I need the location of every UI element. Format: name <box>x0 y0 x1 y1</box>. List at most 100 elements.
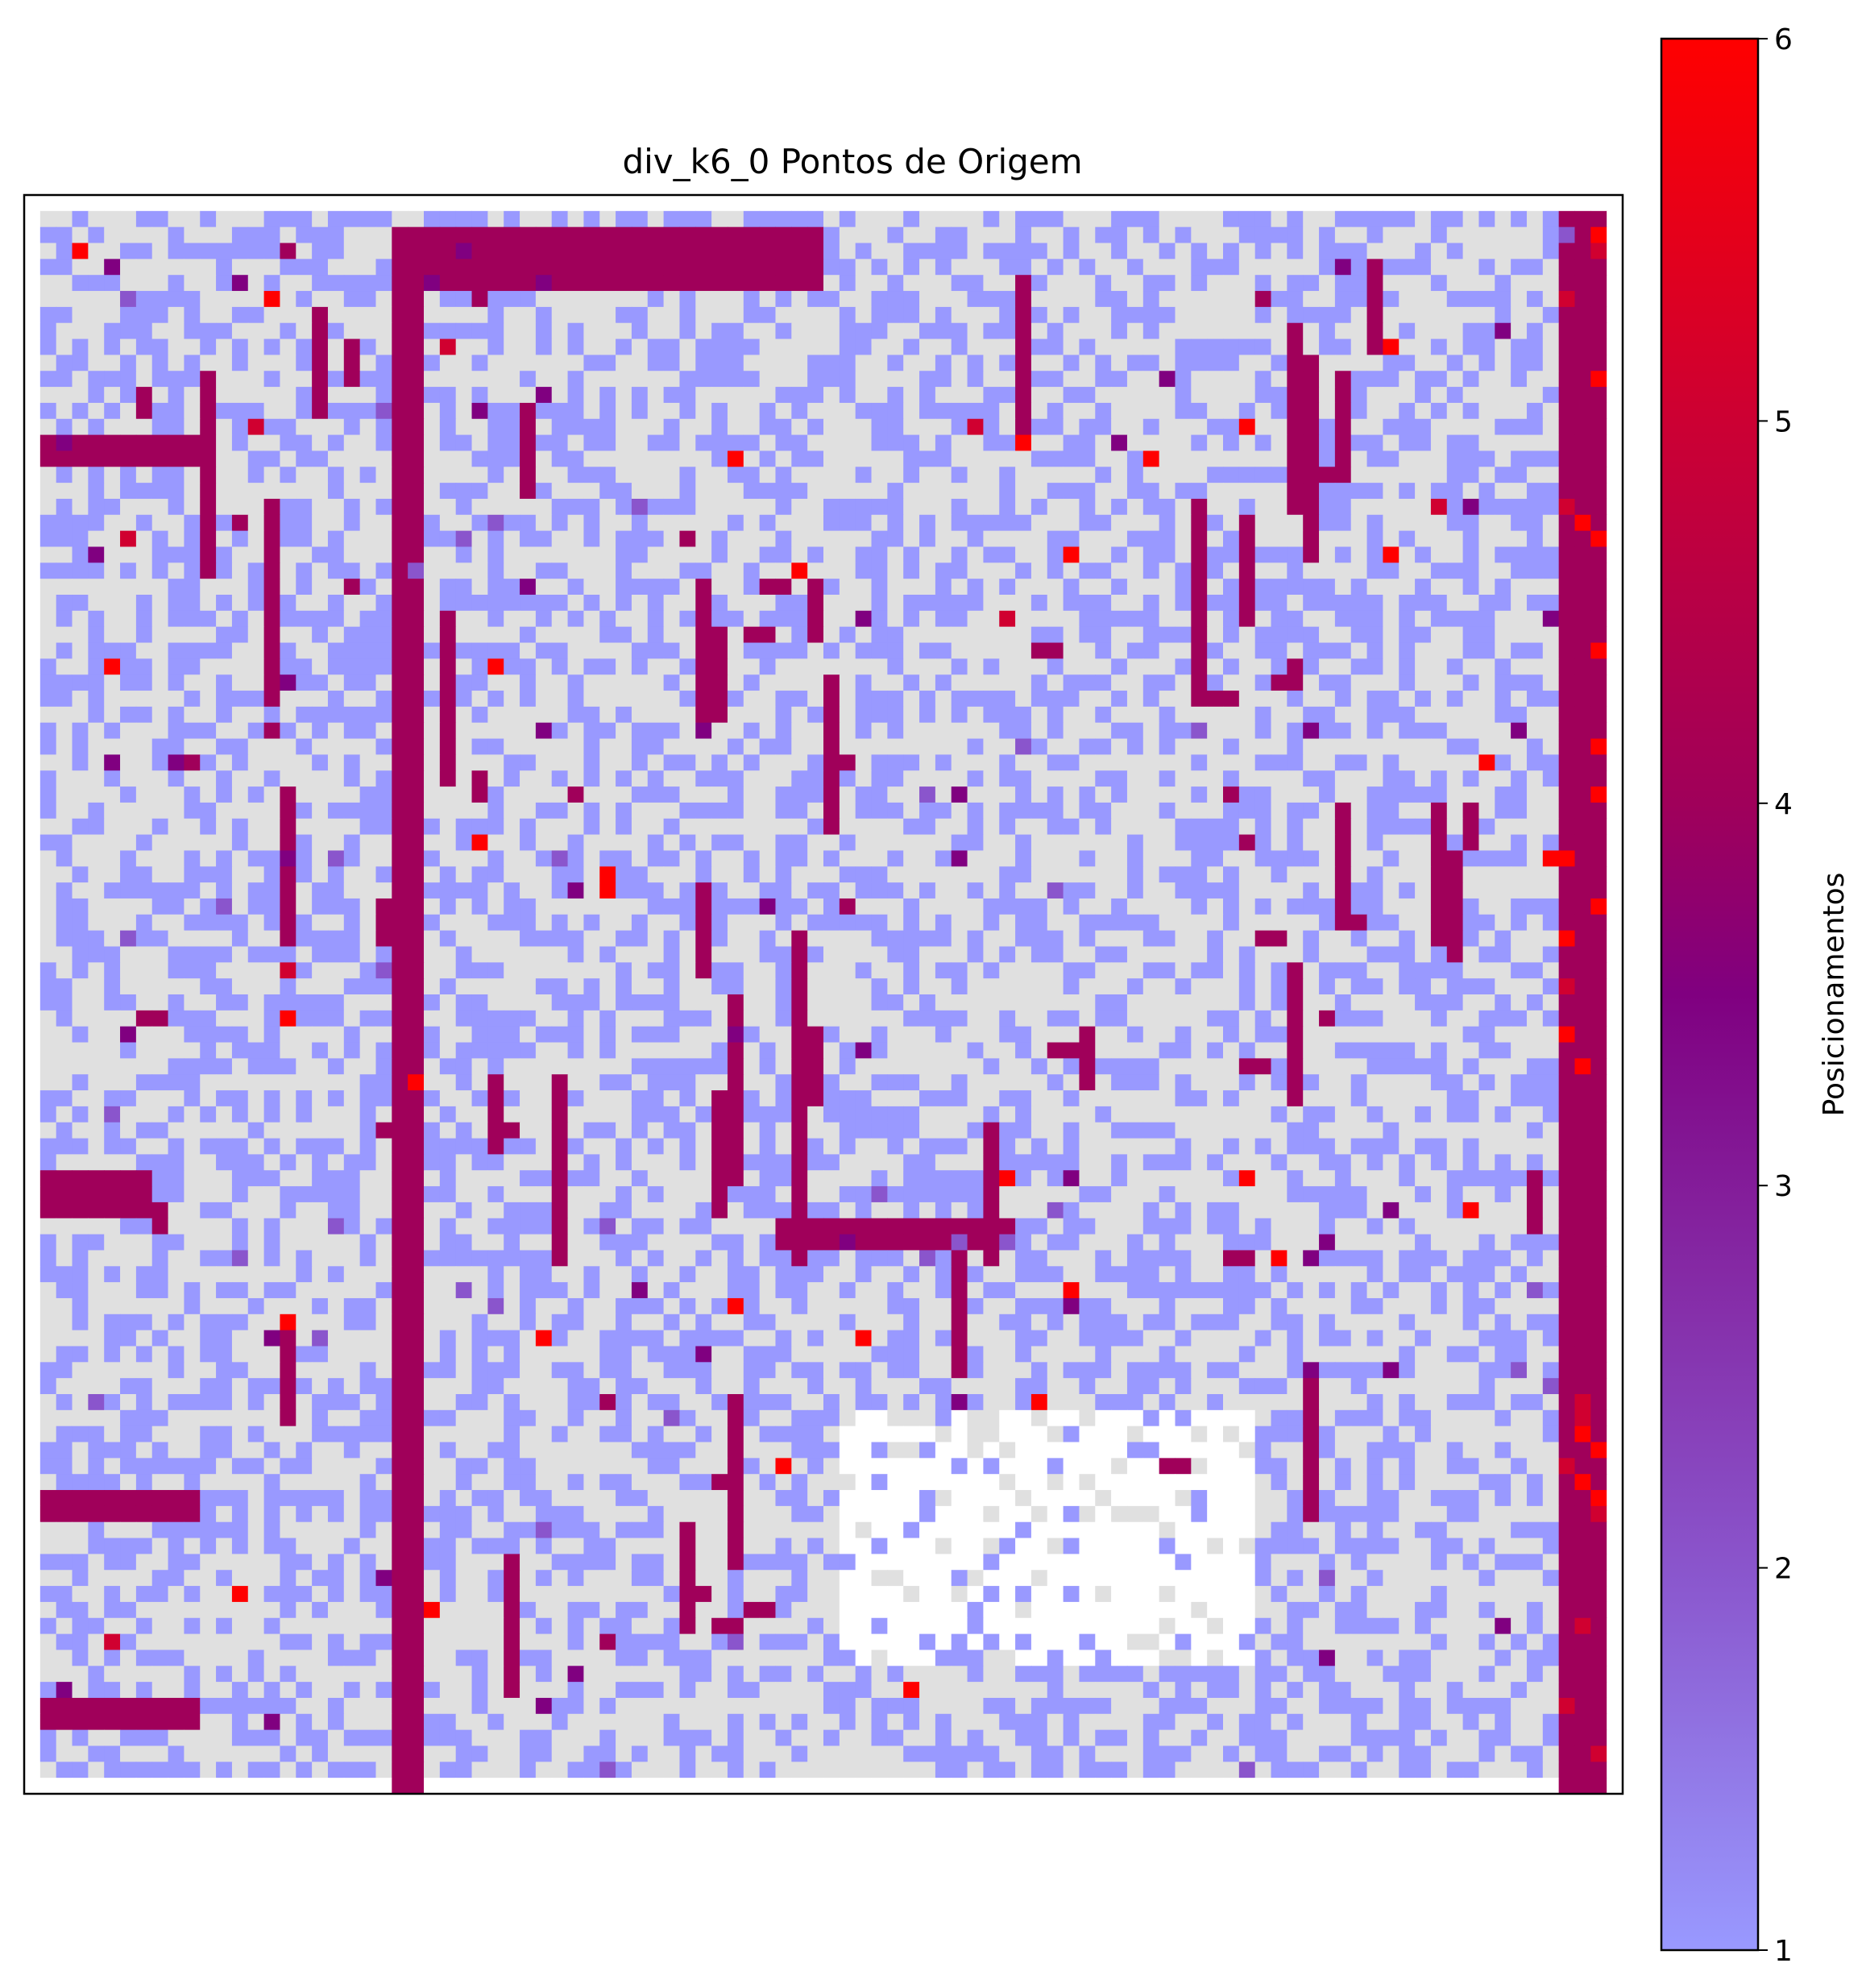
heatmap-cell <box>647 595 665 612</box>
heatmap-cell <box>72 579 89 596</box>
heatmap-cell <box>184 498 201 516</box>
heatmap-cell <box>711 275 728 292</box>
heatmap-cell <box>392 595 408 612</box>
heatmap-cell <box>535 402 553 420</box>
heatmap-cell <box>1111 306 1128 324</box>
heatmap-cell <box>151 595 169 612</box>
heatmap-cell <box>1607 595 1623 612</box>
heatmap-cell <box>72 978 89 995</box>
heatmap-cell <box>1574 195 1591 212</box>
heatmap-cell <box>551 562 569 579</box>
heatmap-cell <box>1558 498 1575 516</box>
heatmap-cell <box>1607 898 1623 915</box>
heatmap-cell <box>471 691 488 708</box>
heatmap-cell <box>1366 898 1383 915</box>
heatmap-cell <box>24 882 41 899</box>
heatmap-cell <box>312 738 329 755</box>
heatmap-cell <box>280 866 296 883</box>
heatmap-cell <box>1079 579 1096 596</box>
heatmap-cell <box>551 962 569 979</box>
heatmap-cell <box>1303 402 1320 420</box>
heatmap-cell <box>1319 898 1336 915</box>
heatmap-cell <box>919 467 936 484</box>
heatmap-cell <box>551 914 569 932</box>
heatmap-cell <box>424 355 441 371</box>
heatmap-cell <box>104 834 121 851</box>
heatmap-cell <box>983 195 1000 212</box>
heatmap-cell <box>184 754 201 771</box>
heatmap-cell <box>280 738 296 755</box>
heatmap-cell <box>631 626 649 644</box>
heatmap-cell <box>1511 738 1528 755</box>
heatmap-cell <box>663 770 680 787</box>
heatmap-cell <box>1142 946 1160 963</box>
heatmap-cell <box>727 722 744 740</box>
heatmap-cell <box>791 226 808 244</box>
heatmap-cell <box>1142 818 1160 836</box>
heatmap-cell <box>951 978 968 995</box>
heatmap-cell <box>791 371 808 388</box>
heatmap-cell <box>1446 195 1464 212</box>
heatmap-cell <box>471 722 488 740</box>
heatmap-cell <box>967 562 984 579</box>
heatmap-cell <box>903 738 920 755</box>
heatmap-cell <box>583 243 600 259</box>
heatmap-cell <box>1430 946 1448 963</box>
heatmap-cell <box>280 642 296 659</box>
heatmap-cell <box>1462 306 1479 324</box>
heatmap-cell <box>631 834 649 851</box>
heatmap-cell <box>1111 850 1128 867</box>
heatmap-cell <box>1399 562 1416 579</box>
heatmap-cell <box>216 562 233 579</box>
heatmap-cell <box>375 610 392 628</box>
heatmap-cell <box>1030 195 1048 212</box>
heatmap-cell <box>312 595 329 612</box>
heatmap-cell <box>871 802 888 820</box>
heatmap-cell <box>1334 483 1352 500</box>
heatmap-cell <box>871 562 888 579</box>
heatmap-cell <box>359 595 376 612</box>
heatmap-cell <box>823 467 840 484</box>
heatmap-cell <box>1607 786 1623 803</box>
heatmap-cell <box>231 579 249 596</box>
heatmap-cell <box>1142 562 1160 579</box>
heatmap-cell <box>983 834 1000 851</box>
heatmap-cell <box>424 306 441 324</box>
heatmap-cell <box>280 754 296 771</box>
heatmap-cell <box>791 322 808 340</box>
heatmap-cell <box>392 706 408 724</box>
heatmap-cell <box>104 706 121 724</box>
heatmap-cell <box>168 674 185 691</box>
heatmap-cell <box>967 322 984 340</box>
heatmap-cell <box>200 514 217 532</box>
heatmap-cell <box>408 371 425 388</box>
heatmap-cell <box>983 962 1000 979</box>
heatmap-cell <box>711 562 728 579</box>
heatmap-cell <box>1590 306 1607 324</box>
heatmap-cell <box>359 691 376 708</box>
heatmap-cell <box>663 579 680 596</box>
heatmap-cell <box>39 498 57 516</box>
heatmap-cell <box>1303 322 1320 340</box>
heatmap-cell <box>967 691 984 708</box>
heatmap-cell <box>39 195 57 212</box>
heatmap-cell <box>727 530 744 547</box>
heatmap-cell <box>775 434 792 451</box>
heatmap-cell <box>1015 595 1032 612</box>
heatmap-cell <box>487 243 504 259</box>
heatmap-cell <box>280 898 296 915</box>
heatmap-cell <box>631 483 649 500</box>
heatmap-cell <box>616 914 632 932</box>
heatmap-cell <box>151 291 169 308</box>
heatmap-cell <box>1415 291 1432 308</box>
heatmap-cell <box>1287 914 1304 932</box>
heatmap-cell <box>1175 722 1192 740</box>
heatmap-cell <box>535 338 553 355</box>
heatmap-cell <box>280 546 296 563</box>
heatmap-cell <box>1558 546 1575 563</box>
heatmap-cell <box>951 483 968 500</box>
heatmap-cell <box>1415 962 1432 979</box>
heatmap-cell <box>1350 850 1368 867</box>
heatmap-cell <box>88 802 105 820</box>
heatmap-cell <box>951 818 968 836</box>
